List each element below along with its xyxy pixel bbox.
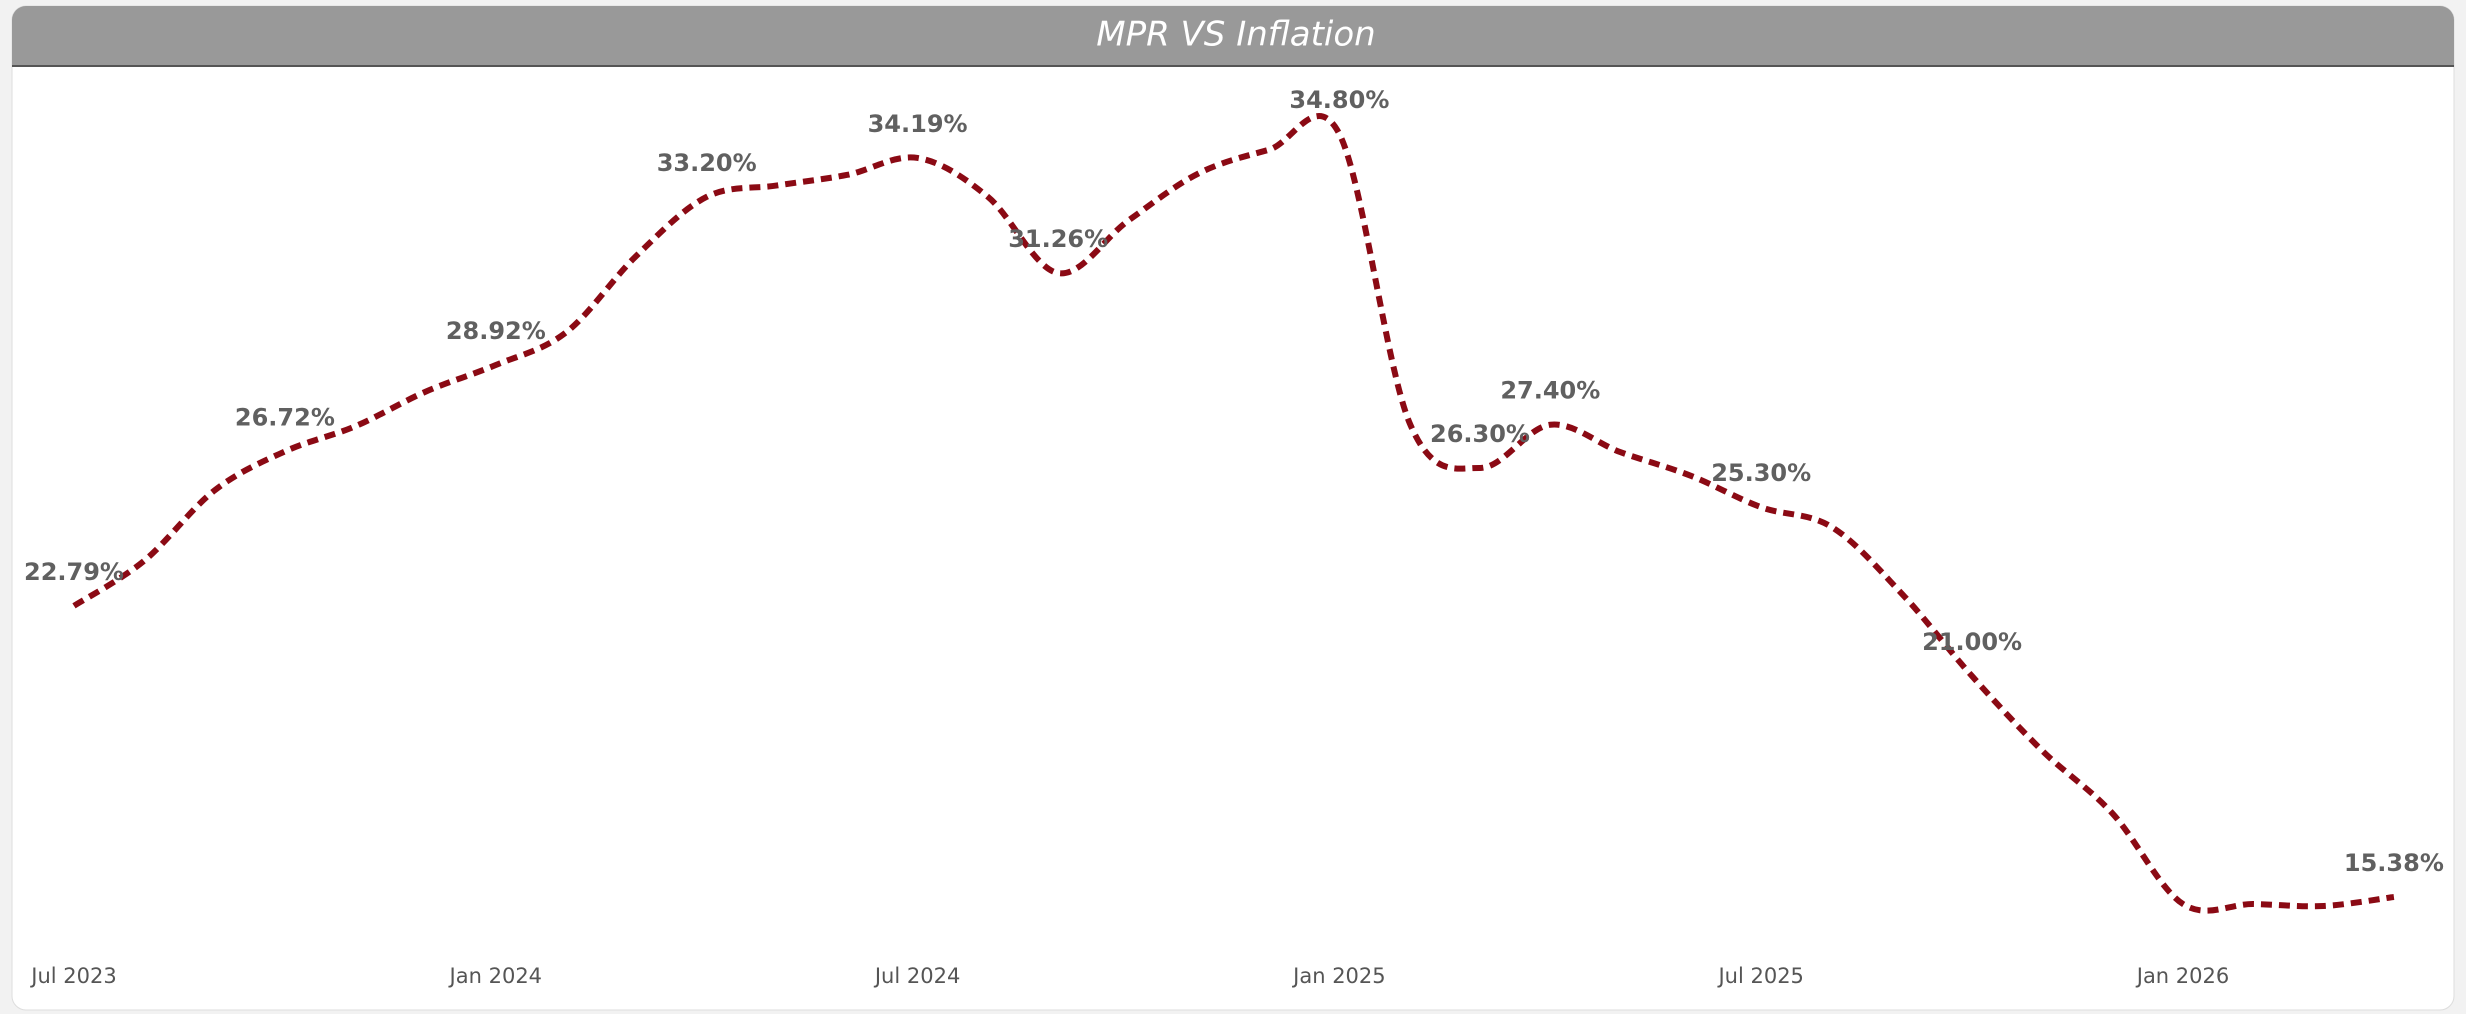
data-label: 34.80% <box>1289 86 1389 114</box>
data-label: 27.40% <box>1500 377 1600 405</box>
x-tick-label: Jul 2024 <box>873 964 960 988</box>
x-tick-label: Jul 2025 <box>1716 964 1803 988</box>
data-label: 28.92% <box>446 317 546 345</box>
card <box>11 5 2455 1011</box>
data-label: 15.38% <box>2344 849 2444 877</box>
data-label: 33.20% <box>657 149 757 177</box>
chart-title: MPR VS Inflation <box>1096 15 1375 55</box>
line <box>72 113 2395 914</box>
x-tick-label: Jan 2024 <box>448 964 543 988</box>
data-label: 22.79% <box>24 558 124 586</box>
data-label: 21.00% <box>1922 628 2022 656</box>
x-tick-label: Jan 2025 <box>1291 964 1386 988</box>
header-bar <box>12 6 2454 66</box>
data-label: 34.19% <box>868 110 968 138</box>
data-label: 26.30% <box>1430 420 1530 448</box>
x-tick-label: Jan 2026 <box>2135 964 2230 988</box>
x-tick-label: Jul 2023 <box>29 964 116 988</box>
data-label: 26.72% <box>235 403 335 431</box>
data-label: 31.26% <box>1008 225 1108 253</box>
data-label: 25.30% <box>1711 459 1811 487</box>
